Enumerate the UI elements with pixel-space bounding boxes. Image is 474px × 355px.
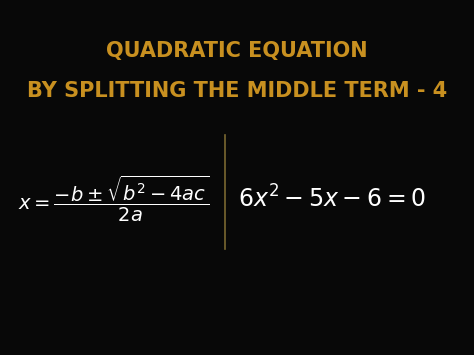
Text: $6x^2 - 5x - 6 = 0$: $6x^2 - 5x - 6 = 0$ [238,185,426,212]
Text: BY SPLITTING THE MIDDLE TERM - 4: BY SPLITTING THE MIDDLE TERM - 4 [27,81,447,100]
Text: $x = \dfrac{-b \pm \sqrt{b^2 - 4ac}}{2a}$: $x = \dfrac{-b \pm \sqrt{b^2 - 4ac}}{2a}… [18,174,210,224]
Text: QUADRATIC EQUATION: QUADRATIC EQUATION [106,42,368,61]
